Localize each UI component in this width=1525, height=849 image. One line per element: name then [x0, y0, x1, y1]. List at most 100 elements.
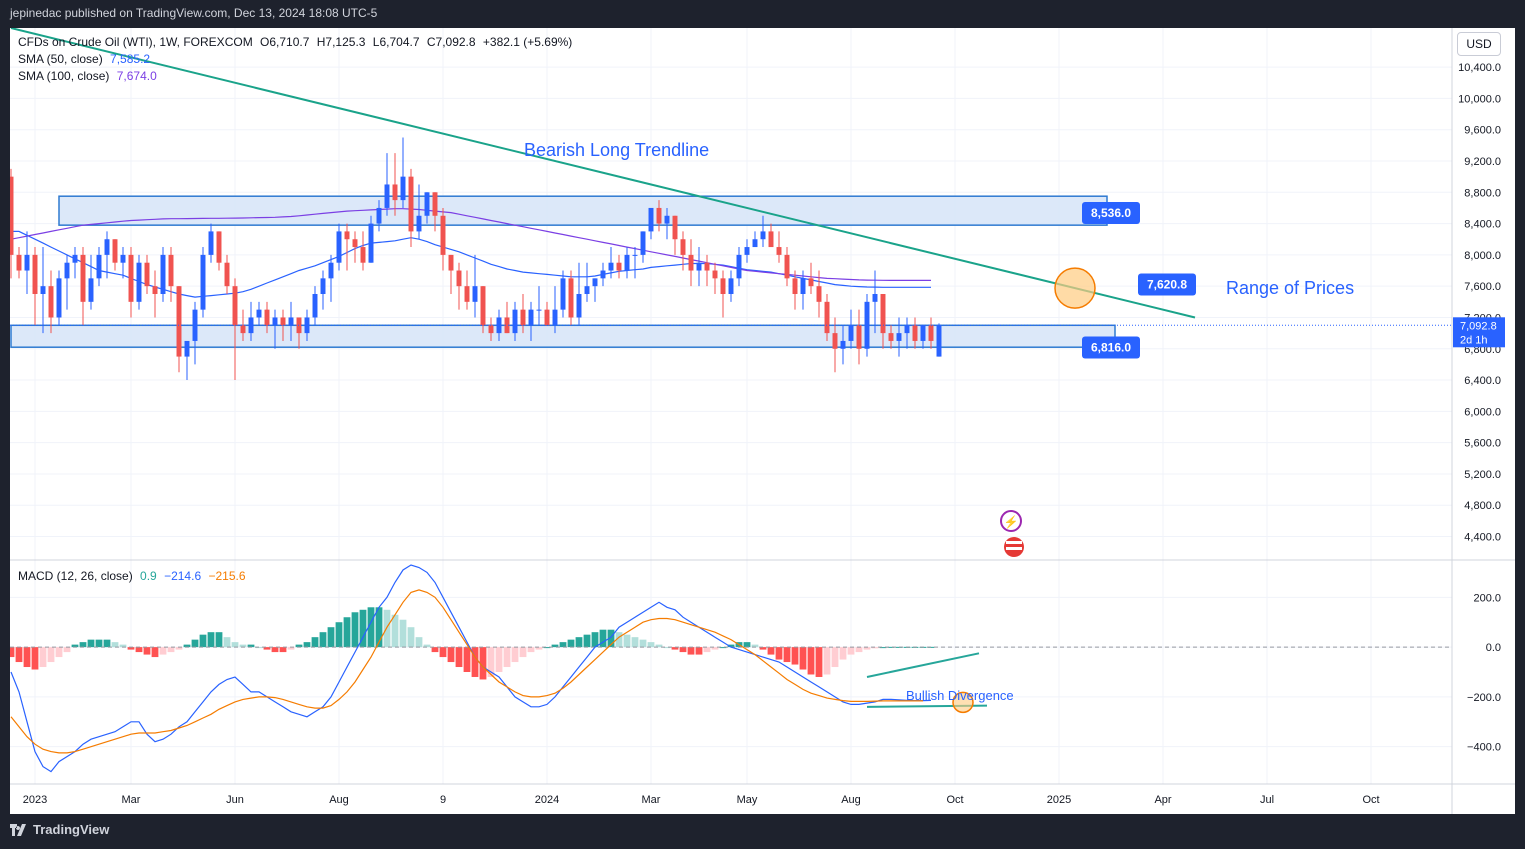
macd-histogram-bar [623, 634, 631, 648]
macd-histogram-bar [775, 647, 783, 660]
candle-body [584, 286, 590, 294]
macd-histogram-bar [727, 644, 735, 648]
candle-body [488, 325, 494, 334]
candle-body [264, 309, 270, 326]
candle-body [128, 254, 134, 302]
macd-histogram-bar [375, 607, 383, 648]
macd-histogram-bar [135, 647, 143, 653]
macd-histogram-bar [591, 632, 599, 648]
macd-histogram-bar [551, 644, 559, 648]
candle-body [464, 286, 470, 302]
candle-body [104, 239, 110, 255]
macd-histogram-bar [31, 647, 39, 670]
legend-macd-row: MACD (12, 26, close) 0.9 −214.6 −215.6 [18, 569, 246, 583]
candle-body [176, 286, 182, 357]
badge-resistance-bg [1082, 201, 1140, 224]
chart-svg[interactable]: Bearish Long Trendline Range of Prices 8,5… [10, 28, 1515, 814]
macd-histogram-bar [39, 647, 47, 668]
macd-histogram-bar [815, 647, 823, 677]
macd-histogram-bar [343, 617, 351, 648]
macd-histogram-bar [615, 632, 623, 648]
macd-histogram-bar [559, 642, 567, 648]
bearish-trendline [10, 28, 1196, 319]
macd-histogram-bar [847, 647, 855, 655]
candle-body [32, 254, 38, 294]
time-axis-label: Jun [226, 794, 244, 806]
macd-histogram-bar [863, 647, 871, 650]
candle-body [576, 294, 582, 318]
lightning-glyph: ⚡ [1004, 515, 1019, 529]
price-axis-label: 4,400.0 [1464, 532, 1501, 544]
macd-histogram-bar [455, 647, 463, 668]
macd-axis-label: −400.0 [1467, 742, 1501, 754]
last-price-tag-bg [1453, 317, 1505, 348]
macd-histogram-bar [279, 647, 287, 653]
macd-histogram-bar [303, 642, 311, 648]
macd-histogram-bar [447, 647, 455, 663]
candle-body [424, 192, 430, 216]
candle-body [312, 294, 318, 318]
macd-histogram-bar [871, 647, 879, 649]
price-axis-label: 10,000.0 [1458, 93, 1501, 105]
macd-histogram-bar [495, 647, 503, 672]
badge-mid-bg [1138, 273, 1196, 296]
candle-body [640, 231, 646, 255]
candle-body [400, 176, 406, 201]
candle-body [752, 239, 758, 248]
range-annotation: Range of Prices [1226, 278, 1354, 298]
macd-histogram-bar [567, 639, 575, 648]
macd-histogram-bar [487, 647, 495, 677]
badge-support-label: 6,816.0 [1091, 341, 1131, 355]
macd-histogram-bar [855, 647, 863, 653]
tradingview-logo[interactable]: TradingView [10, 822, 109, 837]
badge-support-bg [1082, 336, 1140, 359]
macd-histogram-bar [159, 647, 167, 655]
macd-histogram-bar [207, 632, 215, 648]
candle-body [288, 317, 294, 326]
macd-histogram-bar [703, 647, 711, 653]
macd-histogram-bar [311, 637, 319, 648]
macd-histogram-bar [15, 647, 23, 663]
chart-area[interactable]: Bearish Long Trendline Range of Prices 8,5… [10, 28, 1515, 814]
candle-body [528, 309, 534, 326]
candle-body [208, 231, 214, 255]
macd-histogram-bar [271, 647, 279, 653]
candle-body [232, 286, 238, 326]
macd-histogram-bar [695, 647, 703, 655]
candle-body [88, 278, 94, 302]
macd-histogram-bar [10, 647, 15, 658]
candle-body [696, 262, 702, 271]
candle-body [280, 317, 286, 326]
candle-body [840, 340, 846, 349]
macd-histogram-bar [79, 642, 87, 648]
candle-body [152, 286, 158, 294]
macd-histogram-bar [151, 647, 159, 658]
candle-body [688, 254, 694, 271]
macd-histogram-bar [503, 647, 511, 668]
time-axis-label: 2023 [23, 794, 47, 806]
macd-histogram-bar [319, 632, 327, 648]
candle-body [520, 309, 526, 326]
candle-body [920, 325, 926, 341]
macd-histogram-bar [479, 647, 487, 680]
macd-histogram-bar [431, 647, 439, 653]
macd-histogram-bar [687, 647, 695, 655]
macd-histogram-bar [607, 629, 615, 648]
macd-histogram-bar [239, 644, 247, 648]
candle-body [592, 278, 598, 287]
legend-sma50-row: SMA (50, close) 7,585.2 [18, 52, 150, 66]
currency-button[interactable]: USD [1457, 32, 1501, 56]
macd-histogram-bar [367, 607, 375, 648]
candle-body [568, 278, 574, 318]
candle-body [272, 317, 278, 326]
macd-line [10, 564, 932, 773]
candle-body [824, 301, 830, 334]
candle-body [416, 215, 422, 232]
macd-histogram-bar [767, 647, 775, 655]
grid-lines [10, 28, 1452, 784]
time-axis-label: Oct [1362, 794, 1379, 806]
legend-sma100-row: SMA (100, close) 7,674.0 [18, 69, 157, 83]
candle-body [56, 278, 62, 318]
candle-body [760, 231, 766, 240]
macd-histogram-bar [215, 632, 223, 648]
